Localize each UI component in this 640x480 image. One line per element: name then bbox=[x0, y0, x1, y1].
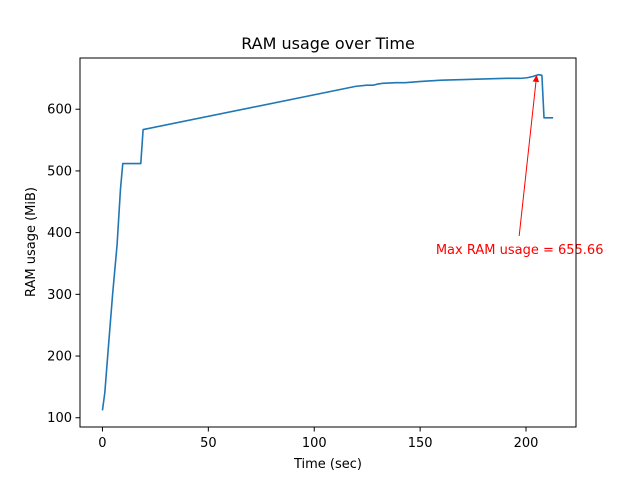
series-layer bbox=[101, 73, 554, 411]
x-tick-label: 150 bbox=[408, 436, 433, 451]
y-tick-label: 300 bbox=[47, 288, 72, 303]
series-line-0 bbox=[101, 73, 554, 411]
y-axis-ticks: 100 200 300 400 500 600 bbox=[47, 103, 80, 426]
y-tick-label: 500 bbox=[47, 164, 72, 179]
annotation-arrow-line bbox=[518, 75, 538, 236]
y-tick-label: 400 bbox=[47, 226, 72, 241]
annotation-layer: Max RAM usage = 655.66 bbox=[436, 74, 604, 258]
x-axis-label: Time (sec) bbox=[293, 457, 362, 472]
x-axis-ticks: 0 50 100 150 200 bbox=[98, 427, 538, 451]
x-tick-label: 100 bbox=[302, 436, 327, 451]
y-tick-label: 200 bbox=[47, 350, 72, 365]
axes-frame bbox=[79, 57, 577, 428]
plot-area: Max RAM usage = 655.66 bbox=[79, 57, 604, 428]
x-tick-label: 200 bbox=[514, 436, 539, 451]
max-ram-annotation: Max RAM usage = 655.66 bbox=[436, 243, 604, 258]
annotation-arrow-head bbox=[532, 74, 540, 83]
y-tick-label: 600 bbox=[47, 103, 72, 118]
y-axis-label: RAM usage (MiB) bbox=[24, 187, 39, 297]
x-tick-label: 50 bbox=[200, 436, 217, 451]
y-tick-label: 100 bbox=[47, 411, 72, 426]
x-tick-label: 0 bbox=[98, 436, 106, 451]
chart-title: RAM usage over Time bbox=[241, 34, 415, 53]
